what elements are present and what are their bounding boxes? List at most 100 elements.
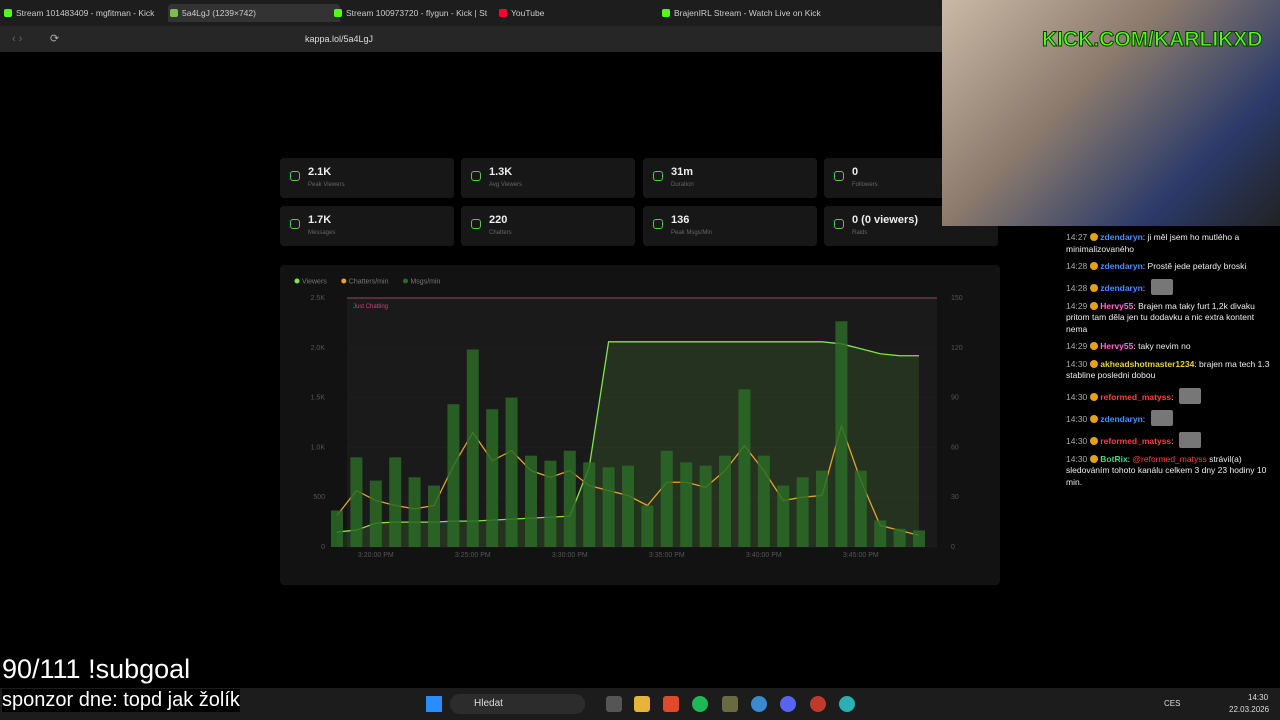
chat-user[interactable]: BotRix	[1100, 453, 1128, 464]
bar	[505, 397, 518, 547]
reload[interactable]: ⟳	[50, 33, 60, 45]
chat-text: Brajen ma taky furt 1,2k divaku pritom t…	[1066, 300, 1255, 334]
stat-card: 2.1K Peak Viewers	[280, 158, 454, 198]
y-tick-label: 2.0K	[311, 345, 326, 352]
bar	[428, 485, 440, 547]
chat-user[interactable]: Hervy55	[1100, 341, 1134, 351]
emote	[1150, 409, 1173, 426]
stat-value: 31m	[671, 166, 694, 178]
chat-message: 14:30 BotRix: @reformed_matyss strávil(a)…	[1066, 453, 1267, 487]
stat-label: Messages	[308, 230, 336, 236]
bar	[331, 510, 343, 547]
bar	[757, 455, 770, 547]
bar	[602, 467, 615, 547]
app-icon[interactable]	[839, 696, 855, 712]
y2-tick-label: 60	[951, 444, 959, 451]
stat-label: Chatters	[489, 230, 512, 236]
chat-mention: @reformed_matyss	[1132, 453, 1207, 464]
chat-user[interactable]: zdendaryn	[1100, 413, 1143, 424]
bar	[369, 480, 382, 547]
tab-icon	[334, 9, 342, 17]
legend-swatch	[341, 278, 347, 284]
y-tick-label: 1.5K	[311, 395, 326, 402]
language[interactable]: CES	[1164, 699, 1181, 708]
chat-time: 14:28	[1066, 282, 1088, 293]
chat-text: strávil(a) sledováním tohoto kanálu celk…	[1066, 453, 1267, 487]
tab-title: BrajenIRL Stream - Watch Live on Kick	[674, 8, 821, 18]
emote	[1178, 431, 1201, 448]
y2-tick-label: 30	[951, 494, 959, 501]
app-icon[interactable]	[606, 696, 622, 712]
stat-value: 0	[852, 166, 859, 178]
stat-card: 220 Chatters	[461, 206, 635, 246]
stat-value: 1.7K	[308, 214, 332, 226]
y-tick-label: 500	[313, 494, 325, 501]
stat-label: Peak Viewers	[308, 182, 345, 188]
x-tick-label: 3:40:00 PM	[746, 552, 782, 559]
chat-badge	[1090, 359, 1099, 368]
tab[interactable]: 5a4LgJ (1239×742)	[168, 4, 340, 22]
chat-time: 14:30	[1066, 435, 1088, 446]
annotation: Just Chatting	[353, 304, 388, 310]
stat-card: 0 (0 viewers) Raids	[824, 206, 998, 246]
bar	[738, 389, 751, 547]
channel-overlay: KICK.COM/KARLIKXD	[1042, 28, 1263, 52]
area	[337, 341, 919, 547]
chat-time: 14:27	[1066, 232, 1088, 242]
app-icon[interactable]	[722, 696, 738, 712]
legend-label: Chatters/min	[349, 279, 389, 286]
url[interactable]: kappa.lol/5a4LgJ	[305, 34, 374, 44]
chat-message: 14:30 reformed_matyss:	[1066, 431, 1272, 448]
chat-user[interactable]: reformed_matyss	[1100, 391, 1172, 402]
bar	[913, 530, 925, 547]
app-icon[interactable]	[751, 696, 767, 712]
tab[interactable]: Stream 101483409 - mgfitman - Kick	[2, 4, 171, 22]
app-icon[interactable]	[663, 696, 679, 712]
tab[interactable]: BrajenIRL Stream - Watch Live on Kick	[660, 4, 829, 22]
chat-message: 14:28 zdendaryn:	[1066, 278, 1272, 295]
chat-time: 14:30	[1066, 413, 1088, 424]
emote	[1178, 387, 1201, 404]
tab-icon	[4, 9, 12, 17]
chat-message: 14:30 akheadshotmaster1234: brajen ma tec…	[1066, 358, 1270, 381]
chat-user[interactable]: zdendaryn	[1100, 261, 1143, 271]
bar	[796, 477, 809, 547]
chat-user[interactable]: reformed_matyss	[1100, 435, 1172, 446]
clock[interactable]: 14:30	[1248, 693, 1269, 702]
chat-user[interactable]: Hervy55	[1100, 300, 1134, 311]
x-tick-label: 3:20:00 PM	[358, 552, 394, 559]
y-tick-label: 0	[321, 544, 325, 551]
bar	[525, 455, 537, 547]
chat: 14:27 zdendaryn: ji měl jsem ho mutlého a…	[1066, 232, 1272, 494]
stat-icon	[653, 171, 663, 181]
tab-bar	[0, 0, 942, 26]
tab[interactable]: YouTube	[497, 4, 661, 22]
chat-badge	[1090, 233, 1099, 241]
app-icon[interactable]	[634, 696, 650, 712]
bar	[641, 505, 654, 547]
stat-label: Raids	[852, 230, 868, 236]
tab-title: 5a4LgJ (1239×742)	[182, 8, 256, 18]
chat-badge	[1090, 454, 1099, 463]
chat-user[interactable]: zdendaryn	[1100, 282, 1143, 293]
chat-user[interactable]: zdendaryn	[1100, 232, 1143, 242]
tab[interactable]: Stream 100973720 - flygun - Kick | St	[332, 4, 501, 22]
legend-swatch	[294, 278, 300, 284]
date[interactable]: 22.03.2026	[1229, 705, 1270, 714]
app-icon[interactable]	[780, 696, 796, 712]
bar	[350, 457, 363, 547]
stat-icon	[290, 219, 300, 229]
stat-icon	[471, 171, 481, 181]
chat-text: Prostě jede petardy broski	[1147, 261, 1247, 271]
chat-badge	[1090, 414, 1099, 423]
app-icon[interactable]	[692, 696, 708, 712]
x-tick-label: 3:35:00 PM	[649, 552, 685, 559]
nav-buttons[interactable]: ‹ ›	[12, 33, 23, 45]
search-text: Hledat	[474, 698, 503, 709]
chat-user[interactable]: akheadshotmaster1234	[1100, 358, 1195, 369]
search-box[interactable]: Hledat	[450, 694, 585, 714]
app-icon[interactable]	[810, 696, 826, 712]
chat-badge	[1090, 262, 1099, 270]
start-button[interactable]	[426, 696, 442, 712]
